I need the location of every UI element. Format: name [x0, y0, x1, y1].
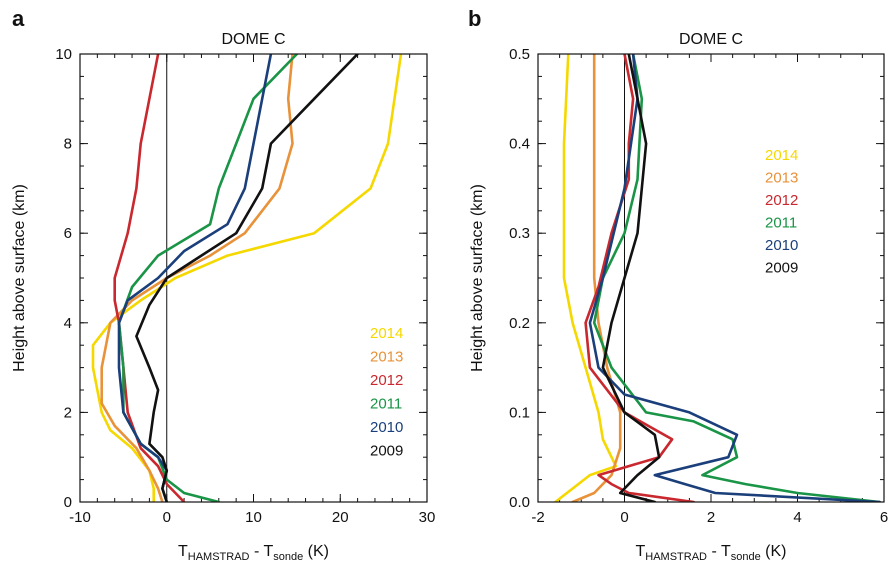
- x-tick-label: 0: [163, 509, 171, 526]
- panel-label: b: [468, 6, 481, 31]
- x-axis-label-part: T: [636, 543, 646, 560]
- x-axis-label-subscript: sonde: [731, 551, 761, 563]
- y-tick-label: 0.3: [509, 225, 530, 242]
- y-tick-label: 4: [64, 315, 72, 332]
- y-tick-label: 0.5: [509, 46, 530, 63]
- x-axis-label: THAMSTRAD - Tsonde (K): [636, 543, 787, 563]
- x-tick-label: 0: [620, 509, 628, 526]
- y-tick-label: 6: [64, 225, 72, 242]
- legend-entry-2009: 2009: [765, 260, 798, 277]
- y-tick-label: 8: [64, 136, 72, 153]
- y-axis-label: Height above surface (km): [11, 184, 28, 372]
- x-tick-label: 6: [880, 509, 888, 526]
- legend-entry-2013: 2013: [765, 170, 798, 187]
- series-line-2011: [592, 54, 882, 502]
- series-line-2009: [135, 54, 359, 502]
- x-axis-label-subscript: sonde: [273, 551, 303, 563]
- y-axis-label: Height above surface (km): [469, 184, 486, 372]
- legend-entry-2014: 2014: [370, 325, 403, 342]
- series-lines: [553, 54, 882, 502]
- x-axis-label-part: - T: [707, 543, 731, 560]
- series-line-2014: [553, 54, 618, 502]
- y-tick-label: 0.2: [509, 315, 530, 332]
- series-line-2010: [588, 54, 882, 502]
- plot-frame: [537, 53, 885, 503]
- legend-entry-2014: 2014: [765, 147, 798, 164]
- y-tick-label: 10: [55, 46, 72, 63]
- x-tick-label: -2: [531, 509, 544, 526]
- y-tick-label: 0.1: [509, 404, 530, 421]
- legend-entry-2011: 2011: [370, 396, 402, 413]
- x-tick-label: 10: [245, 509, 262, 526]
- y-tick-label: 2: [64, 404, 72, 421]
- series-line-2013: [571, 54, 622, 502]
- x-tick-label: 2: [707, 509, 715, 526]
- series-line-2013: [100, 54, 294, 502]
- series-line-2010: [117, 54, 273, 502]
- legend-entry-2013: 2013: [370, 349, 403, 366]
- series-line-2014: [91, 54, 403, 502]
- panel-b: b DOME C -2 0 2 4 6 0.0 0.1 0.2 0.3 0.4 0.5 2014 2013 2…: [468, 6, 888, 563]
- legend-entry-2011: 2011: [765, 215, 797, 232]
- x-axis-label-part: - T: [250, 543, 274, 560]
- series-lines: [91, 54, 403, 502]
- legend-entry-2012: 2012: [765, 192, 798, 209]
- chart-title: DOME C: [222, 31, 286, 48]
- x-axis-label-part: (K): [303, 543, 329, 560]
- x-axis-label-part: T: [178, 543, 188, 560]
- plot-frame: [79, 53, 428, 503]
- x-axis-label-subscript: HAMSTRAD: [188, 551, 250, 563]
- x-tick-label: 20: [332, 509, 349, 526]
- series-line-2009: [601, 54, 661, 502]
- x-axis-label-subscript: HAMSTRAD: [645, 551, 707, 563]
- x-tick-label: 30: [419, 509, 436, 526]
- y-tick-label: 0.0: [509, 494, 530, 511]
- y-tick-label: 0: [64, 494, 72, 511]
- panel-label: a: [12, 6, 25, 31]
- legend-entry-2009: 2009: [370, 443, 403, 460]
- legend-entry-2010: 2010: [370, 419, 403, 436]
- chart-title: DOME C: [679, 31, 743, 48]
- x-axis-label: THAMSTRAD - Tsonde (K): [178, 543, 329, 563]
- y-tick-label: 0.4: [509, 136, 530, 153]
- legend-entry-2010: 2010: [765, 237, 798, 254]
- x-axis-label-part: (K): [761, 543, 787, 560]
- x-tick-label: 4: [793, 509, 801, 526]
- x-tick-label: -10: [69, 509, 91, 526]
- legend-entry-2012: 2012: [370, 372, 403, 389]
